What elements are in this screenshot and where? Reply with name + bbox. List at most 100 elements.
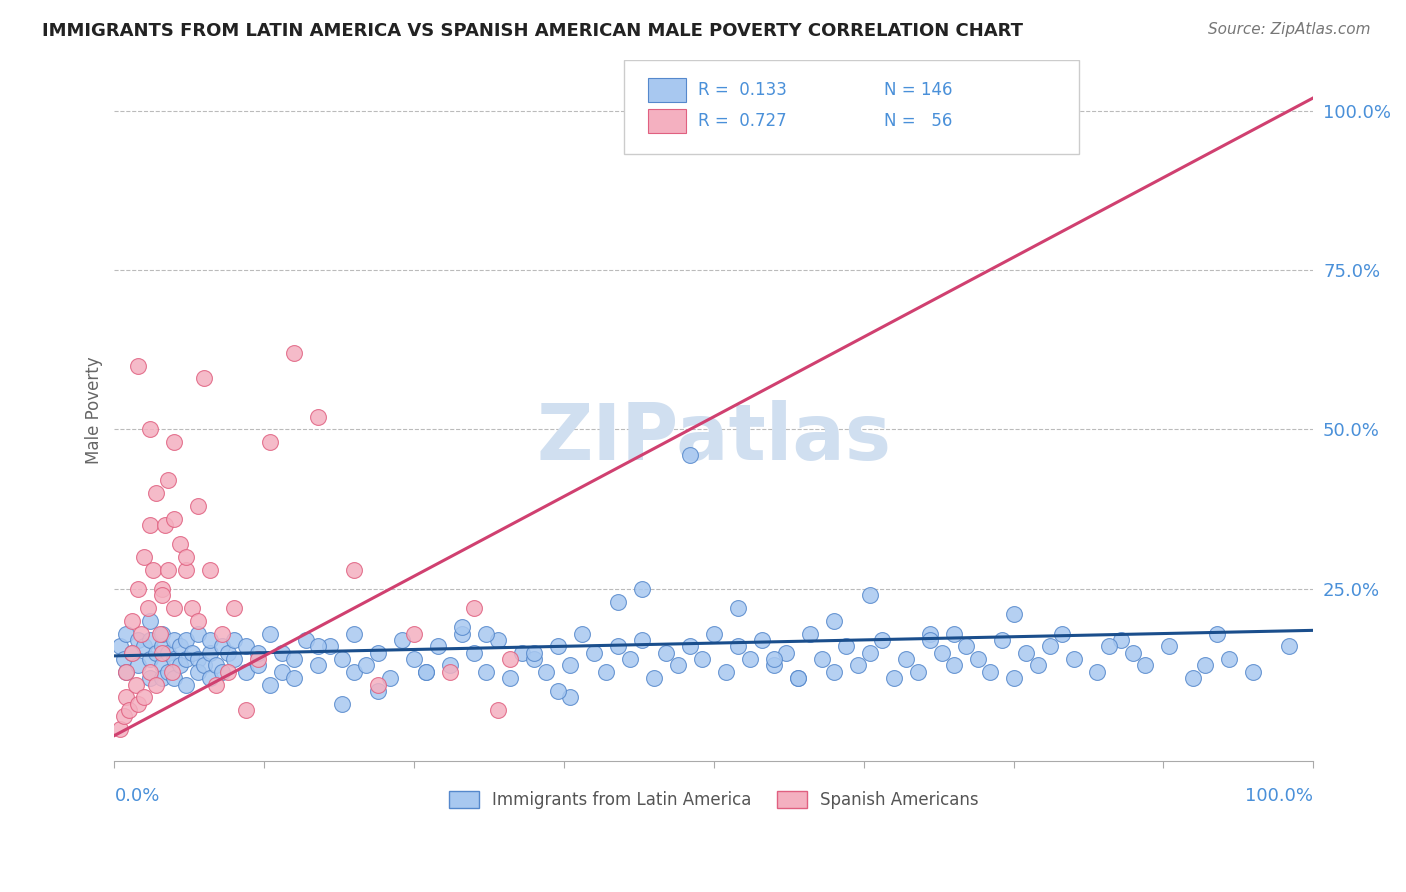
Point bbox=[200, 563, 222, 577]
Point bbox=[1182, 671, 1205, 685]
Point bbox=[955, 640, 977, 654]
Point bbox=[205, 658, 228, 673]
Point bbox=[115, 690, 138, 705]
Point bbox=[354, 658, 377, 673]
Point bbox=[823, 665, 845, 679]
Point bbox=[404, 626, 426, 640]
Point bbox=[330, 652, 353, 666]
Point bbox=[367, 684, 389, 698]
FancyBboxPatch shape bbox=[648, 78, 686, 102]
Point bbox=[499, 652, 522, 666]
Text: N =   56: N = 56 bbox=[884, 112, 952, 130]
FancyBboxPatch shape bbox=[624, 60, 1080, 154]
Point bbox=[193, 658, 215, 673]
Point bbox=[139, 614, 162, 628]
Point bbox=[139, 632, 162, 647]
Point bbox=[181, 601, 204, 615]
Point bbox=[751, 632, 773, 647]
FancyBboxPatch shape bbox=[648, 110, 686, 133]
Point bbox=[115, 626, 138, 640]
Point bbox=[127, 359, 149, 373]
Point bbox=[859, 588, 882, 602]
Point bbox=[762, 658, 785, 673]
Point bbox=[415, 665, 437, 679]
Point bbox=[125, 677, 148, 691]
Point bbox=[534, 665, 557, 679]
Point bbox=[918, 632, 941, 647]
Text: 0.0%: 0.0% bbox=[114, 787, 160, 805]
Point bbox=[942, 626, 965, 640]
Point bbox=[160, 665, 183, 679]
Point bbox=[1206, 626, 1229, 640]
Point bbox=[1038, 640, 1060, 654]
Point bbox=[163, 671, 186, 685]
Point bbox=[211, 626, 233, 640]
Point bbox=[1218, 652, 1240, 666]
Point bbox=[547, 640, 569, 654]
Point bbox=[187, 614, 209, 628]
Point bbox=[235, 703, 257, 717]
Point bbox=[595, 665, 617, 679]
Point bbox=[176, 549, 198, 564]
Point bbox=[169, 640, 191, 654]
Point bbox=[463, 646, 485, 660]
Point bbox=[169, 537, 191, 551]
Point bbox=[163, 632, 186, 647]
Text: N = 146: N = 146 bbox=[884, 81, 953, 99]
Point bbox=[786, 671, 808, 685]
Point bbox=[150, 582, 173, 596]
Point bbox=[1135, 658, 1157, 673]
Point bbox=[145, 677, 167, 691]
Point bbox=[1098, 640, 1121, 654]
Point bbox=[145, 486, 167, 500]
Point bbox=[247, 652, 270, 666]
Point bbox=[558, 690, 581, 705]
Point bbox=[187, 499, 209, 513]
Point bbox=[211, 665, 233, 679]
Point bbox=[367, 646, 389, 660]
Point bbox=[129, 626, 152, 640]
Point bbox=[176, 563, 198, 577]
Legend: Immigrants from Latin America, Spanish Americans: Immigrants from Latin America, Spanish A… bbox=[443, 784, 986, 816]
Point bbox=[110, 640, 132, 654]
Point bbox=[139, 652, 162, 666]
Point bbox=[139, 671, 162, 685]
Point bbox=[343, 626, 366, 640]
Point bbox=[451, 620, 474, 634]
Point bbox=[134, 640, 156, 654]
Point bbox=[127, 697, 149, 711]
Text: ZIPatlas: ZIPatlas bbox=[536, 401, 891, 476]
Point bbox=[157, 665, 180, 679]
Point bbox=[150, 658, 173, 673]
Point bbox=[217, 665, 239, 679]
Point bbox=[631, 582, 654, 596]
Point bbox=[150, 646, 173, 660]
Point bbox=[894, 652, 917, 666]
Point bbox=[1026, 658, 1049, 673]
Point bbox=[643, 671, 665, 685]
Point bbox=[870, 632, 893, 647]
Point bbox=[859, 646, 882, 660]
Point bbox=[714, 665, 737, 679]
Point bbox=[176, 652, 198, 666]
Point bbox=[187, 626, 209, 640]
Point bbox=[690, 652, 713, 666]
Point bbox=[343, 563, 366, 577]
Point bbox=[523, 652, 546, 666]
Point bbox=[139, 665, 162, 679]
Point bbox=[966, 652, 988, 666]
Point bbox=[283, 346, 305, 360]
Point bbox=[486, 632, 509, 647]
Point bbox=[193, 371, 215, 385]
Point bbox=[523, 646, 546, 660]
Point bbox=[343, 665, 366, 679]
Point bbox=[200, 671, 222, 685]
Point bbox=[134, 690, 156, 705]
Point bbox=[679, 640, 702, 654]
Point bbox=[121, 646, 143, 660]
Point bbox=[1278, 640, 1301, 654]
Point bbox=[942, 658, 965, 673]
Point bbox=[1122, 646, 1144, 660]
Point bbox=[547, 684, 569, 698]
Point bbox=[907, 665, 929, 679]
